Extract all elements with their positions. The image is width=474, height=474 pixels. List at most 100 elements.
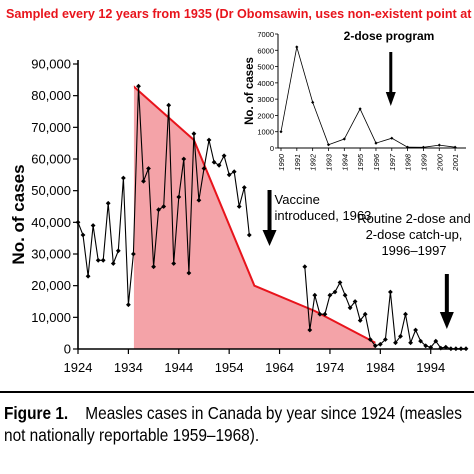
data-point bbox=[211, 159, 217, 165]
data-point bbox=[443, 344, 449, 350]
data-point bbox=[231, 169, 237, 175]
inset-y-tick-label: 4000 bbox=[257, 79, 274, 88]
twodose-arrow-head bbox=[439, 312, 454, 329]
data-point bbox=[398, 333, 403, 339]
data-point bbox=[95, 257, 101, 263]
data-point bbox=[433, 338, 439, 344]
highlight-line bbox=[132, 85, 376, 344]
data-point bbox=[403, 311, 408, 317]
y-tick-label: 40,000 bbox=[31, 215, 71, 230]
data-point bbox=[362, 311, 368, 317]
data-point bbox=[115, 248, 121, 254]
inset-y-tick-label: 7000 bbox=[257, 30, 274, 39]
data-point bbox=[131, 251, 136, 257]
inset-data-point bbox=[358, 107, 362, 111]
data-point bbox=[408, 340, 413, 346]
inset-x-tick-label: 1999 bbox=[419, 153, 428, 171]
inset-data-point bbox=[406, 145, 410, 149]
inset-data-point bbox=[374, 141, 378, 145]
data-point bbox=[453, 346, 459, 352]
data-point bbox=[171, 261, 177, 266]
data-point bbox=[216, 162, 222, 168]
data-point bbox=[206, 137, 212, 143]
data-point bbox=[141, 178, 146, 184]
data-point bbox=[312, 292, 318, 298]
inset-data-point bbox=[421, 145, 425, 149]
data-point bbox=[156, 207, 161, 213]
inset-x-tick-label: 1991 bbox=[293, 154, 302, 171]
inset-x-tick-label: 1997 bbox=[388, 153, 397, 171]
data-point bbox=[226, 172, 232, 178]
data-point bbox=[418, 338, 423, 344]
y-tick-label: 90,000 bbox=[31, 57, 71, 72]
caption-divider bbox=[0, 391, 474, 393]
y-tick-label: 50,000 bbox=[31, 183, 71, 198]
data-point bbox=[448, 346, 454, 352]
inset-data-point bbox=[279, 130, 283, 134]
x-tick-label: 1984 bbox=[366, 360, 395, 375]
inset-y-tick-label: 5000 bbox=[257, 63, 274, 72]
data-point bbox=[463, 346, 469, 352]
data-point bbox=[377, 341, 383, 347]
data-point bbox=[367, 337, 373, 342]
data-point bbox=[302, 264, 308, 270]
twodose-annotation-line3: 1996–1997 bbox=[381, 243, 446, 258]
inset-x-tick-label: 1994 bbox=[340, 154, 349, 171]
y-tick-label: 70,000 bbox=[31, 120, 71, 135]
data-point bbox=[181, 156, 187, 162]
inset-y-tick-label: 0 bbox=[270, 144, 274, 153]
inset-title: 2-dose program bbox=[344, 29, 435, 43]
sampling-note: Sampled every 12 years from 1935 (Dr Obo… bbox=[6, 7, 474, 21]
y-tick-label: 10,000 bbox=[31, 310, 71, 325]
inset-x-tick-label: 1992 bbox=[309, 153, 318, 171]
inset-y-tick-label: 6000 bbox=[257, 46, 274, 55]
data-point bbox=[383, 337, 388, 342]
inset-data-point bbox=[295, 45, 299, 49]
x-tick-label: 1954 bbox=[215, 360, 244, 375]
vaccine-annotation-line2: introduced, 1963 bbox=[275, 208, 372, 223]
figure-caption: Figure 1. Measles cases in Canada by yea… bbox=[4, 402, 470, 446]
data-point bbox=[372, 343, 378, 349]
data-point bbox=[337, 280, 343, 285]
data-point bbox=[347, 305, 353, 311]
data-point bbox=[191, 131, 197, 137]
data-point bbox=[322, 311, 328, 317]
data-point bbox=[75, 219, 81, 225]
inset-data-point bbox=[326, 143, 331, 147]
inset-data-point bbox=[390, 136, 394, 140]
vaccine-annotation-line1: Vaccine bbox=[275, 192, 320, 207]
y-tick-label: 80,000 bbox=[31, 88, 71, 103]
data-point bbox=[151, 264, 156, 270]
x-tick-label: 1924 bbox=[64, 360, 93, 375]
inset-data-point bbox=[437, 143, 441, 147]
inset-x-tick-label: 2001 bbox=[451, 154, 460, 172]
inset-y-axis-label: No. of cases bbox=[244, 57, 256, 125]
x-tick-label: 1944 bbox=[164, 360, 193, 375]
data-point bbox=[327, 292, 333, 298]
x-tick-label: 1964 bbox=[265, 360, 294, 375]
vaccine-arrow-head bbox=[262, 230, 277, 246]
data-point bbox=[85, 273, 91, 279]
inset-y-tick-label: 1000 bbox=[257, 128, 274, 137]
caption-text: Measles cases in Canada by year since 19… bbox=[4, 403, 462, 445]
twodose-annotation-line2: 2-dose catch-up, bbox=[366, 227, 463, 242]
data-point bbox=[186, 270, 192, 276]
x-tick-label: 1974 bbox=[315, 360, 344, 375]
data-point bbox=[352, 299, 358, 304]
data-point bbox=[332, 289, 338, 295]
data-point bbox=[136, 83, 141, 89]
data-point bbox=[246, 232, 252, 238]
y-axis-label: No. of cases bbox=[9, 164, 28, 264]
data-point bbox=[110, 261, 116, 266]
inset-data-point bbox=[342, 137, 346, 141]
data-point bbox=[100, 257, 106, 263]
data-point bbox=[307, 327, 313, 333]
y-tick-label: 30,000 bbox=[31, 247, 71, 262]
data-point bbox=[161, 204, 167, 209]
inset-y-tick-label: 2000 bbox=[257, 111, 274, 120]
inset-data-point bbox=[311, 100, 315, 104]
data-point bbox=[428, 345, 434, 350]
inset-background bbox=[278, 34, 466, 148]
inset-2dose-chart: 0 1000 2000 3000 4000 5000 6000 7000 1990 1991 199… bbox=[244, 29, 466, 172]
